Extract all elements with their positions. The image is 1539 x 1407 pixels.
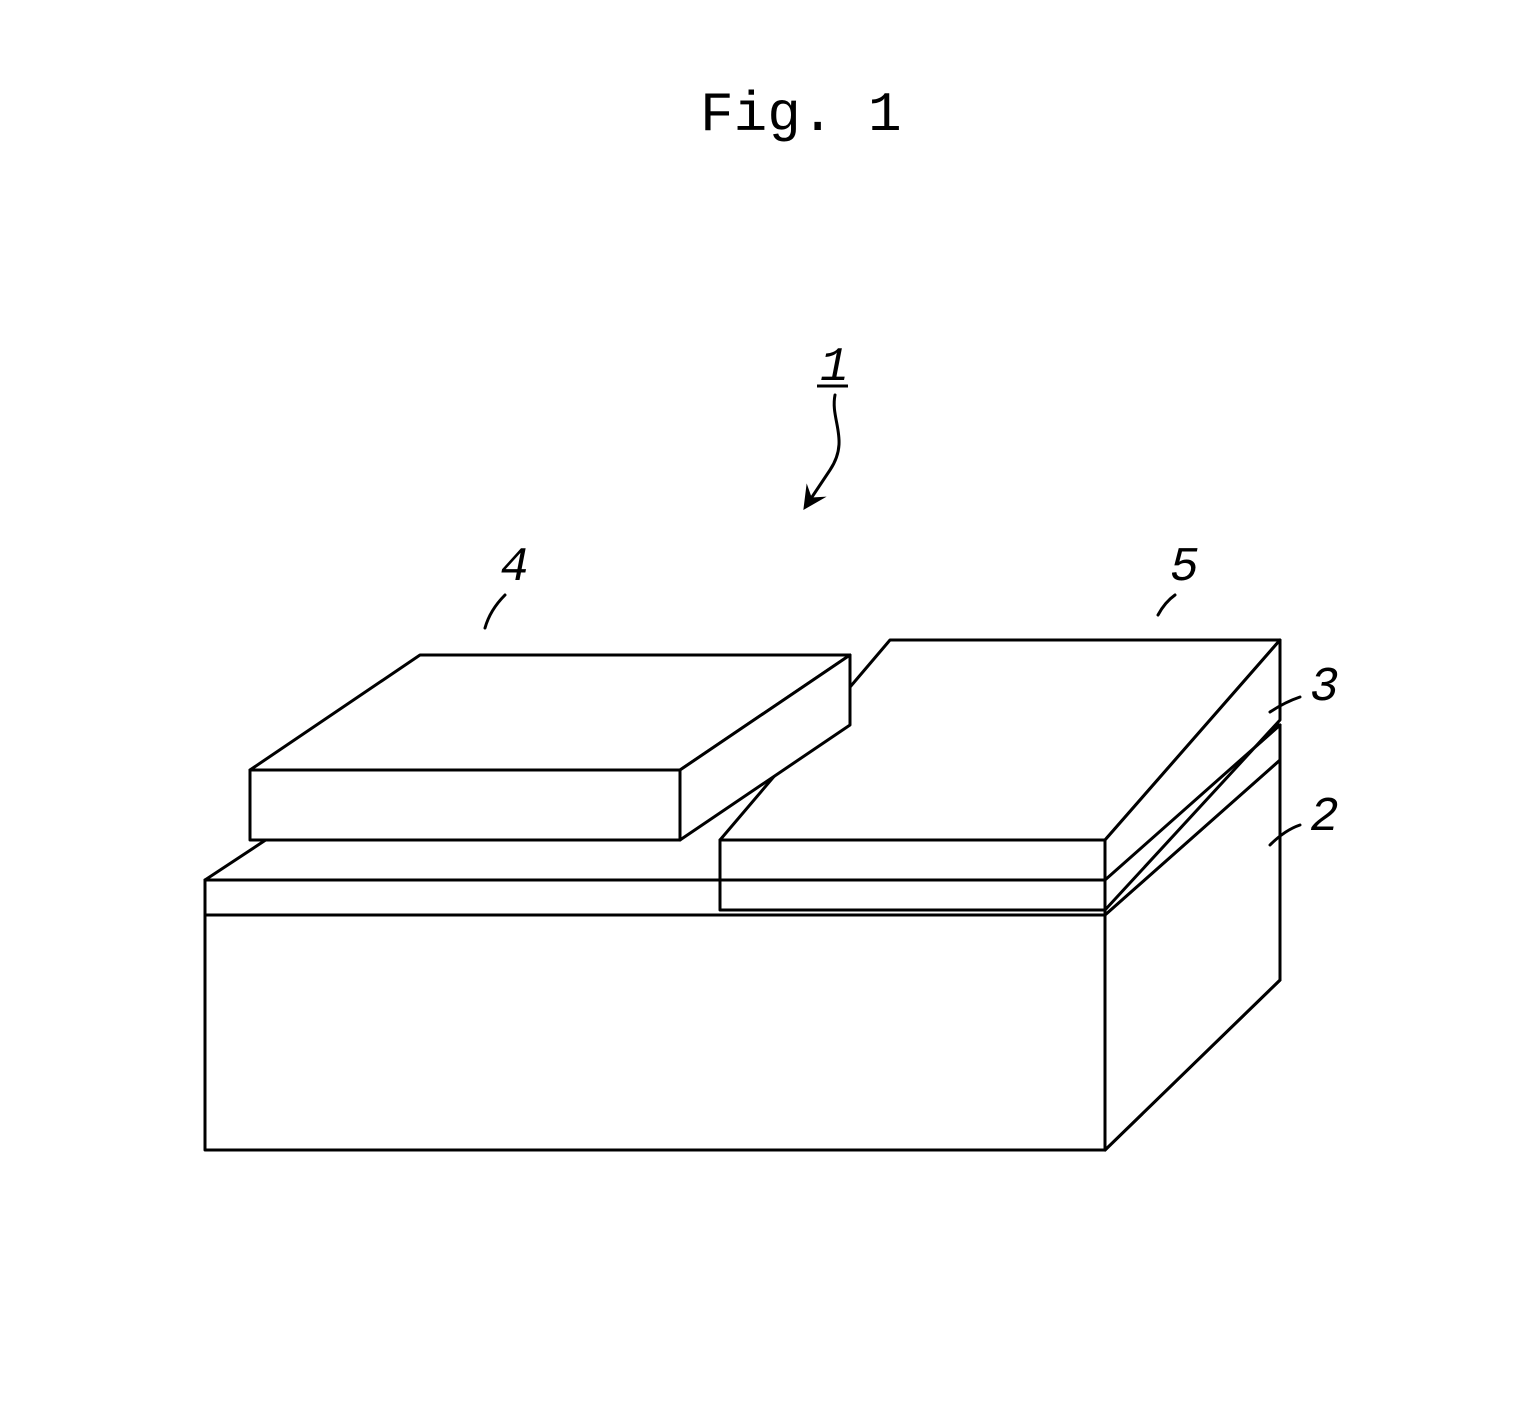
- label-4: 4: [500, 541, 529, 595]
- label-3: 3: [1310, 661, 1339, 715]
- leader-4: [485, 595, 505, 628]
- leader-assembly: [810, 395, 839, 500]
- leader-5: [1158, 595, 1175, 615]
- label-5: 5: [1170, 541, 1199, 595]
- figure-title: Fig. 1: [700, 83, 902, 147]
- label-2: 2: [1310, 791, 1339, 845]
- svg-text:1: 1: [820, 341, 849, 395]
